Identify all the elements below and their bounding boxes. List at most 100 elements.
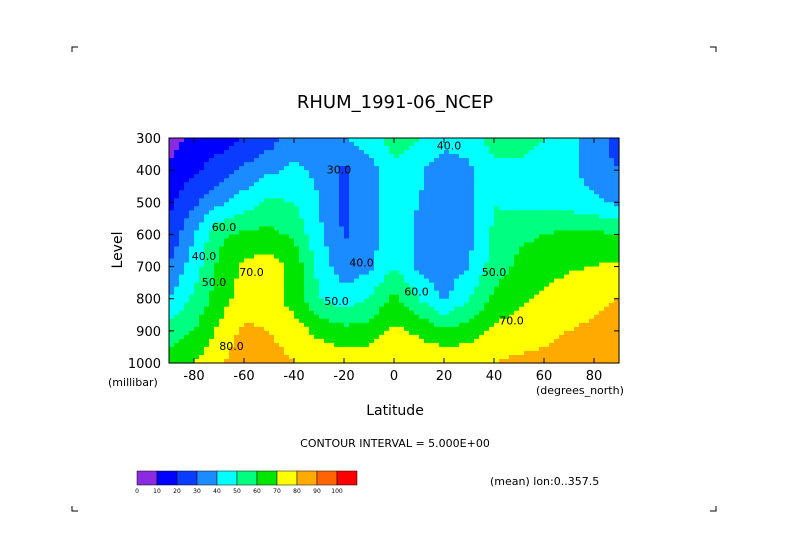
contour-cell: [444, 254, 450, 260]
contour-cell: [429, 326, 435, 332]
contour-cell: [409, 230, 415, 236]
contour-cell: [554, 314, 560, 320]
contour-cell: [299, 270, 305, 276]
contour-cell: [244, 186, 250, 191]
contour-cell: [409, 166, 415, 171]
contour-cell: [234, 222, 240, 227]
contour-cell: [444, 298, 450, 304]
contour-cell: [474, 158, 480, 163]
contour-cell: [279, 146, 285, 151]
contour-cell: [399, 258, 405, 264]
contour-cell: [209, 138, 215, 143]
contour-cell: [324, 266, 330, 272]
contour-cell: [579, 190, 585, 195]
crop-marks: [71, 46, 717, 512]
contour-cell: [384, 294, 390, 300]
contour-cell: [479, 354, 485, 360]
contour-cell: [384, 350, 390, 356]
contour-cell: [419, 290, 425, 296]
contour-cell: [489, 170, 495, 175]
contour-cell: [269, 162, 275, 167]
contour-cell: [179, 162, 185, 167]
contour-cell: [179, 326, 185, 332]
contour-cell: [369, 358, 375, 364]
contour-cell: [614, 274, 620, 280]
contour-cell: [614, 154, 620, 159]
contour-cell: [579, 250, 585, 256]
contour-cell: [239, 226, 245, 232]
contour-cell: [329, 170, 335, 175]
contour-cell: [494, 354, 500, 360]
contour-cell: [214, 318, 220, 324]
contour-cell: [589, 182, 595, 187]
contour-cell: [579, 302, 585, 308]
contour-cell: [324, 342, 330, 348]
contour-cell: [354, 358, 360, 364]
contour-cell: [209, 330, 215, 336]
contour-cell: [499, 150, 505, 155]
contour-cell: [344, 314, 350, 320]
contour-cell: [494, 190, 500, 195]
contour-cell: [184, 326, 190, 332]
contour-cell: [404, 342, 410, 348]
contour-cell: [569, 206, 575, 211]
contour-cell: [304, 166, 310, 171]
contour-cell: [304, 210, 310, 215]
contour-cell: [329, 286, 335, 292]
contour-cell: [304, 318, 310, 324]
contour-cell: [474, 342, 480, 348]
contour-cell: [179, 290, 185, 296]
contour-cell: [414, 302, 420, 308]
contour-cell: [179, 210, 185, 215]
contour-cell: [559, 230, 565, 236]
contour-cell: [514, 262, 520, 268]
contour-cell: [494, 238, 500, 244]
contour-cell: [349, 338, 355, 344]
contour-cell: [569, 158, 575, 163]
contour-cell: [224, 186, 230, 191]
contour-cell: [609, 346, 615, 352]
contour-cell: [274, 190, 280, 195]
contour-cell: [299, 330, 305, 336]
contour-cell: [564, 218, 570, 223]
contour-cell: [274, 178, 280, 183]
contour-cell: [289, 170, 295, 175]
contour-cell: [524, 270, 530, 276]
contour-cell: [409, 214, 415, 219]
contour-cell: [334, 154, 340, 159]
contour-cell: [399, 326, 405, 332]
contour-cell: [394, 326, 400, 332]
contour-cell: [429, 194, 435, 199]
contour-cell: [379, 290, 385, 296]
contour-cell: [289, 318, 295, 324]
contour-cell: [609, 278, 615, 284]
contour-cell: [499, 258, 505, 264]
contour-cell: [459, 302, 465, 308]
contour-cell: [304, 322, 310, 328]
contour-cell: [444, 246, 450, 252]
contour-cell: [354, 198, 360, 203]
contour-cell: [444, 138, 450, 143]
contour-cell: [329, 198, 335, 203]
contour-cell: [294, 270, 300, 276]
contour-cell: [319, 258, 325, 264]
contour-cell: [539, 138, 545, 143]
contour-cell: [229, 350, 235, 356]
contour-cell: [299, 198, 305, 203]
contour-cell: [544, 278, 550, 284]
contour-cell: [599, 302, 605, 308]
contour-cell: [464, 342, 470, 348]
contour-cell: [464, 274, 470, 280]
contour-cell: [539, 318, 545, 324]
contour-cell: [294, 174, 300, 179]
contour-cell: [174, 142, 180, 147]
contour-cell: [269, 146, 275, 151]
contour-cell: [579, 166, 585, 171]
contour-cell: [469, 350, 475, 356]
contour-cell: [524, 254, 530, 260]
contour-cell: [364, 246, 370, 252]
contour-cell: [329, 210, 335, 215]
contour-cell: [364, 322, 370, 328]
contour-cell: [434, 278, 440, 284]
contour-cell: [189, 158, 195, 163]
